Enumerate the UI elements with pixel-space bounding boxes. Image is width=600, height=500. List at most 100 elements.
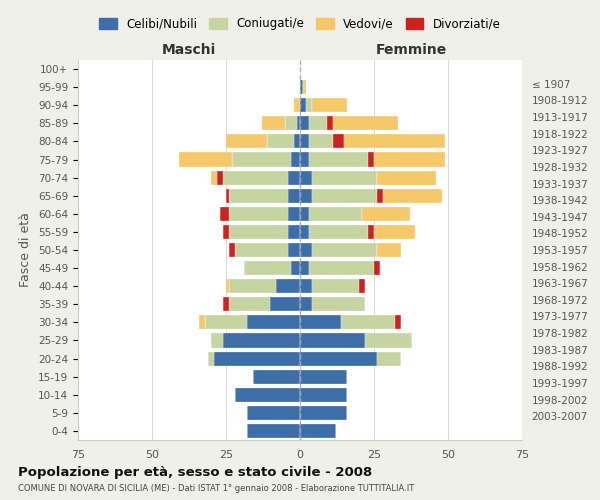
Bar [300,116,309,130]
Bar [395,316,401,330]
Bar [377,170,436,184]
Bar [300,152,309,166]
Bar [291,261,300,275]
Bar [312,170,377,184]
Text: Popolazione per età, sesso e stato civile - 2008: Popolazione per età, sesso e stato civil… [18,466,372,479]
Bar [309,152,368,166]
Bar [309,134,332,148]
Bar [285,116,297,130]
Bar [214,352,300,366]
Bar [300,352,377,366]
Bar [368,152,374,166]
Bar [365,334,412,347]
Bar [262,116,285,130]
Y-axis label: Anni di nascita: Anni di nascita [596,204,600,296]
Bar [374,152,445,166]
Bar [229,279,277,293]
Bar [332,134,344,148]
Bar [229,188,288,203]
Bar [247,316,300,330]
Text: COMUNE DI NOVARA DI SICILIA (ME) - Dati ISTAT 1° gennaio 2008 - Elaborazione TUT: COMUNE DI NOVARA DI SICILIA (ME) - Dati … [18,484,414,493]
Legend: Celibi/Nubili, Coniugati/e, Vedovi/e, Divorziati/e: Celibi/Nubili, Coniugati/e, Vedovi/e, Di… [95,12,505,35]
Bar [294,134,300,148]
Bar [377,352,401,366]
Bar [247,406,300,420]
Bar [300,98,306,112]
Bar [268,134,294,148]
Bar [300,225,309,239]
Bar [223,334,300,347]
Bar [235,388,300,402]
Bar [300,261,309,275]
Bar [312,98,347,112]
Bar [303,80,306,94]
Bar [199,316,205,330]
Bar [253,370,300,384]
Bar [223,225,229,239]
Bar [300,334,365,347]
Bar [300,316,341,330]
Bar [300,370,347,384]
Bar [288,170,300,184]
Bar [326,116,332,130]
Bar [208,352,214,366]
Bar [244,261,291,275]
Bar [288,225,300,239]
Bar [368,225,374,239]
Bar [211,170,217,184]
Bar [300,207,309,221]
Bar [294,98,300,112]
Bar [205,316,247,330]
Bar [300,170,312,184]
Text: Maschi: Maschi [162,44,216,58]
Bar [312,188,377,203]
Bar [300,279,312,293]
Bar [229,207,288,221]
Bar [300,388,347,402]
Bar [309,116,326,130]
Bar [332,116,398,130]
Y-axis label: Fasce di età: Fasce di età [19,212,32,288]
Bar [306,98,312,112]
Text: Femmine: Femmine [376,44,446,58]
Bar [300,188,312,203]
Bar [247,424,300,438]
Bar [300,134,309,148]
Bar [229,225,288,239]
Bar [288,243,300,257]
Bar [232,152,291,166]
Bar [288,188,300,203]
Bar [291,152,300,166]
Bar [374,261,380,275]
Bar [211,334,223,347]
Bar [309,261,374,275]
Bar [383,188,442,203]
Bar [344,134,445,148]
Bar [312,279,359,293]
Bar [226,279,229,293]
Bar [312,297,365,312]
Bar [179,152,232,166]
Bar [377,188,383,203]
Bar [309,207,362,221]
Bar [300,424,335,438]
Bar [341,316,395,330]
Bar [271,297,300,312]
Bar [359,279,365,293]
Bar [288,207,300,221]
Bar [312,243,377,257]
Bar [226,188,229,203]
Bar [226,134,268,148]
Bar [277,279,300,293]
Bar [300,243,312,257]
Bar [377,243,401,257]
Bar [300,297,312,312]
Bar [362,207,410,221]
Bar [229,297,271,312]
Bar [374,225,415,239]
Bar [309,225,368,239]
Bar [217,170,223,184]
Bar [297,116,300,130]
Bar [300,80,303,94]
Bar [229,243,235,257]
